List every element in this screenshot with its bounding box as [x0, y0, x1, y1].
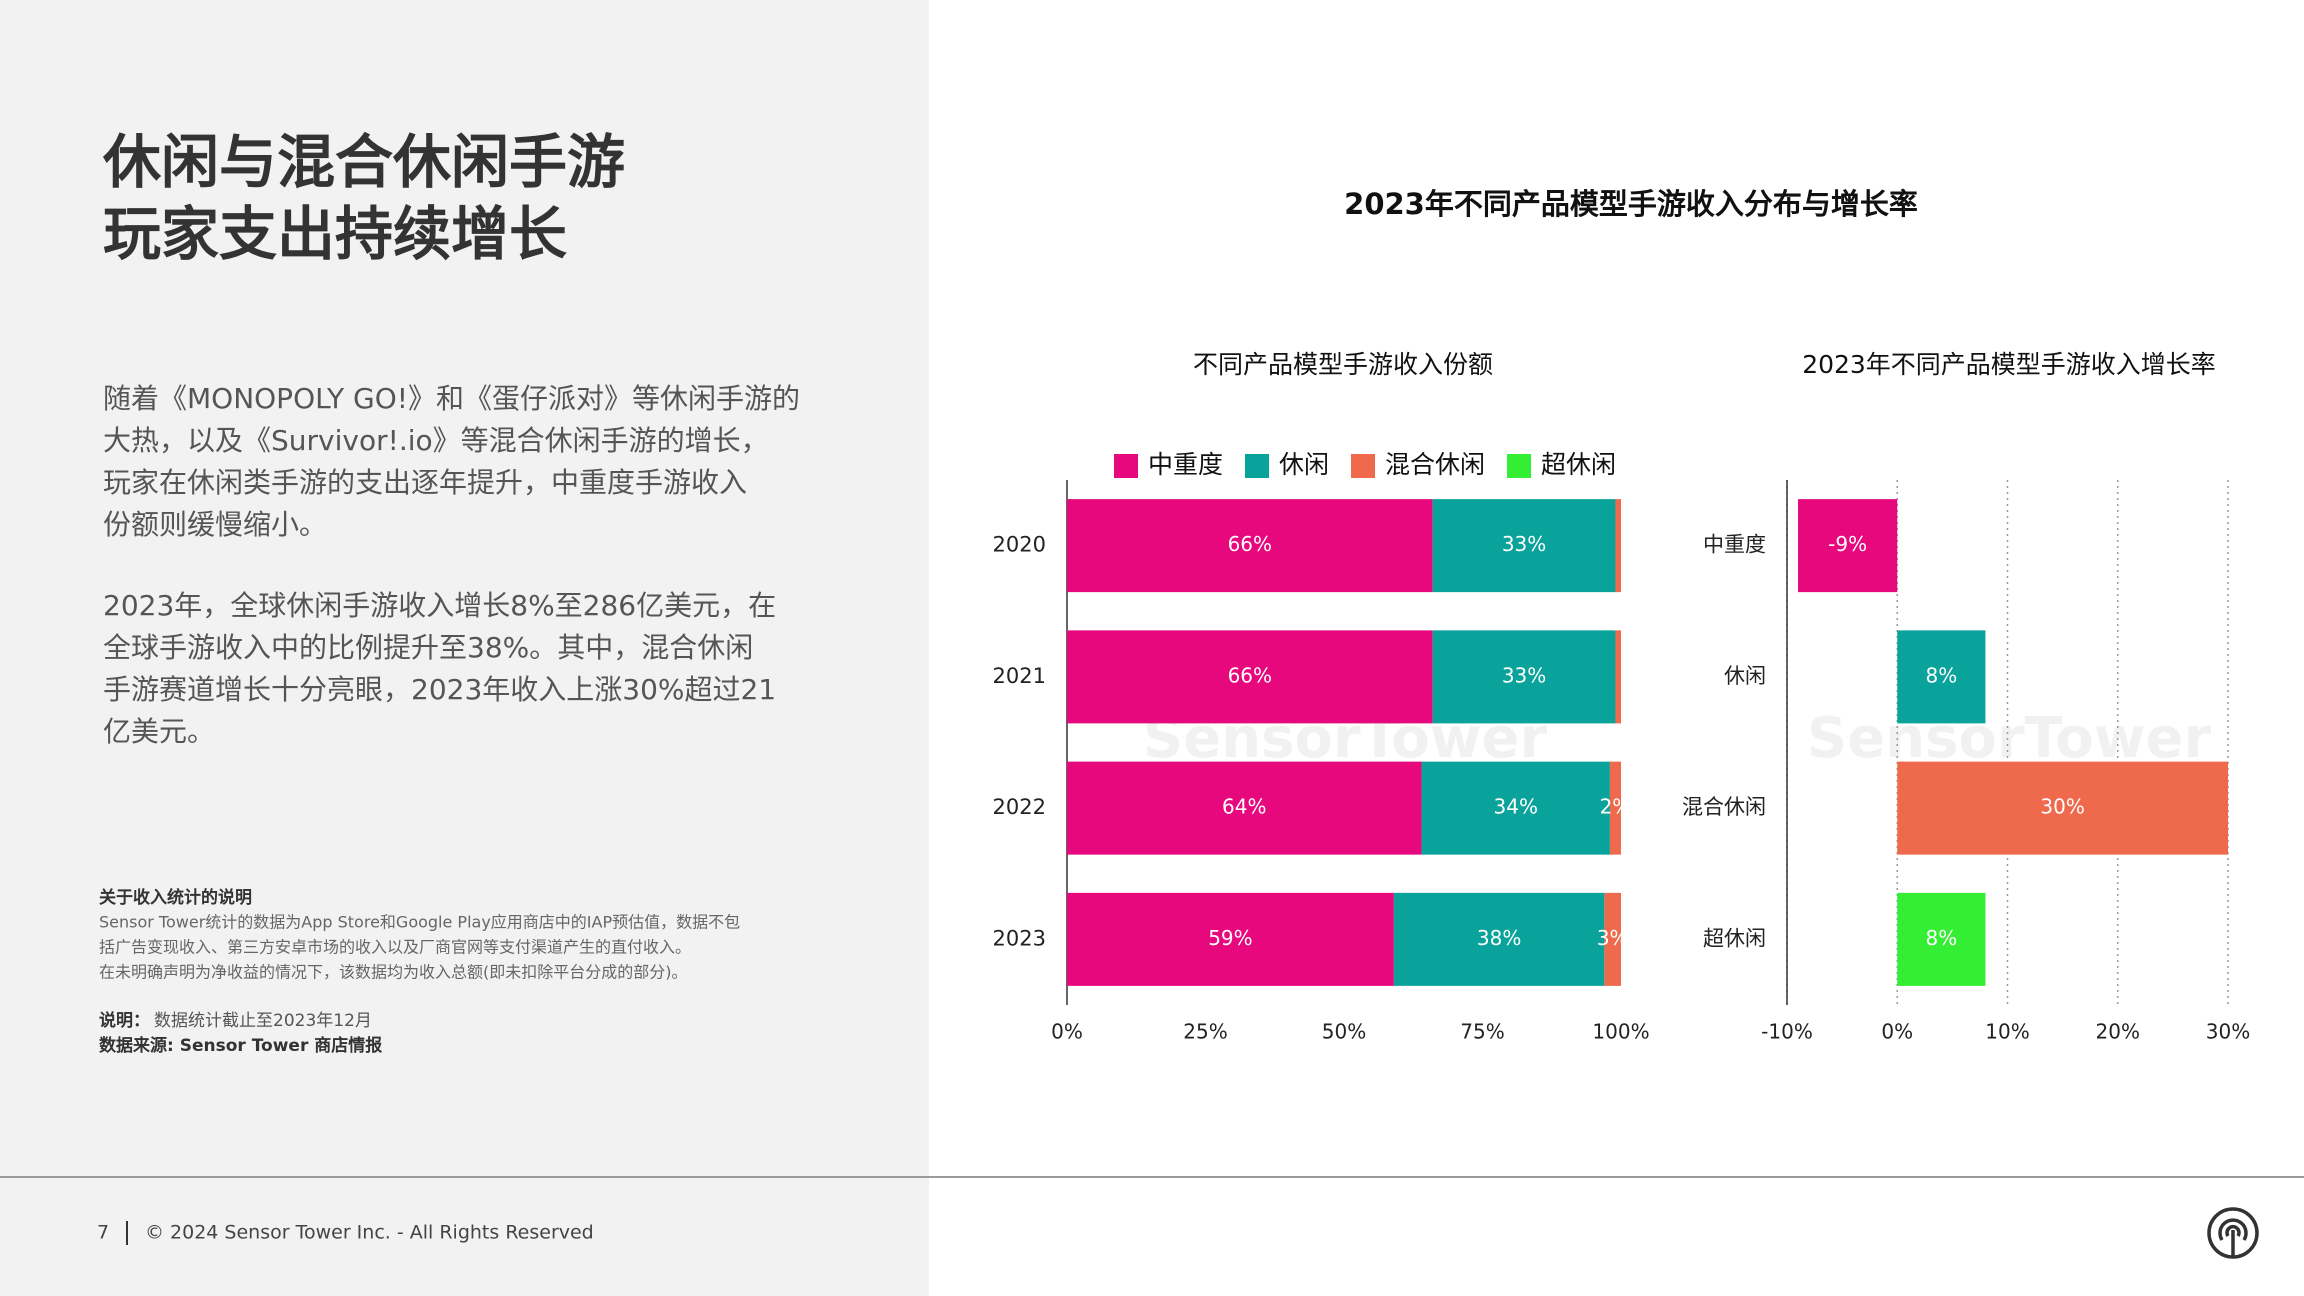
category-label: 2022 — [993, 795, 1046, 819]
bar-segment — [1067, 761, 1422, 855]
bar-segment — [1067, 892, 1394, 986]
paragraph-line: 全球手游收入中的比例提升至38%。其中，混合休闲 — [103, 631, 753, 664]
x-tick-label: 0% — [1051, 1020, 1083, 1044]
plot: 66% 33% 66% 33% 64% 34% 2% 59% 38% 3% — [1067, 499, 1632, 986]
value-label: 2% — [1600, 795, 1632, 819]
x-tick-label: 75% — [1460, 1020, 1504, 1044]
value-label: 30% — [2040, 795, 2084, 819]
value-label: 8% — [1925, 926, 1957, 950]
copyright: © 2024 Sensor Tower Inc. - All Rights Re… — [145, 1222, 594, 1244]
note-line: 括广告变现收入、第三方安卓市场的收入以及厂商官网等支付渠道产生的直付收入。 — [99, 938, 691, 957]
value-label: -9% — [1828, 532, 1867, 556]
x-tick-label: 30% — [2206, 1020, 2250, 1044]
value-label: 33% — [1502, 663, 1546, 687]
note-title: 关于收入统计的说明 — [99, 887, 252, 908]
x-tick-label: 50% — [1322, 1020, 1366, 1044]
x-tick-label: 25% — [1183, 1020, 1227, 1044]
value-label: 8% — [1925, 663, 1957, 687]
legend-label: 混合休闲 — [1385, 450, 1485, 479]
paragraph-line: 玩家在休闲类手游的支出逐年提升，中重度手游收入 — [103, 466, 747, 499]
category-label: 2021 — [993, 664, 1046, 688]
logo — [2207, 1207, 2259, 1259]
note-line: Sensor Tower统计的数据为App Store和Google Play应… — [99, 913, 740, 932]
value-label: 66% — [1228, 663, 1272, 687]
chart-subtitle: 不同产品模型手游收入份额 — [1193, 350, 1493, 379]
page-number: 7 — [97, 1222, 109, 1244]
category-label: 混合休闲 — [1682, 795, 1766, 819]
bar-segment — [1393, 892, 1605, 986]
paragraph-line: 2023年，全球休闲手游收入增长8%至286亿美元，在 — [103, 589, 776, 622]
date-label: 说明： — [99, 1010, 150, 1031]
paragraph-line: 大热，以及《Survivor!.io》等混合休闲手游的增长， — [103, 424, 769, 457]
paragraph-line: 亿美元。 — [103, 715, 215, 748]
bar-segment — [1067, 630, 1433, 724]
watermark: SensorTower — [1807, 706, 2212, 771]
value-label: 38% — [1477, 926, 1521, 950]
value-label: 64% — [1222, 795, 1266, 819]
legend-swatch — [1351, 454, 1376, 478]
bar-segment — [1615, 499, 1621, 593]
legend-swatch — [1507, 454, 1532, 478]
chart-subtitle: 2023年不同产品模型手游收入增长率 — [1802, 350, 2216, 379]
paragraph-line: 随着《MONOPOLY GO!》和《蛋仔派对》等休闲手游的 — [103, 382, 800, 415]
legend-label: 休闲 — [1279, 450, 1329, 479]
heading-line: 玩家支出持续增长 — [103, 200, 567, 268]
legend-label: 中重度 — [1148, 450, 1223, 479]
value-label: 3% — [1597, 926, 1629, 950]
source: 数据来源: Sensor Tower 商店情报 — [99, 1035, 382, 1056]
x-tick-label: 20% — [2096, 1020, 2140, 1044]
bar-segment — [1604, 892, 1621, 986]
paragraph-line: 份额则缓慢缩小。 — [103, 508, 327, 541]
legend-swatch — [1114, 454, 1138, 478]
date-text: 数据统计截止至2023年12月 — [154, 1011, 372, 1031]
bar — [1798, 499, 1898, 593]
bar-segment — [1432, 630, 1616, 724]
category-label: 休闲 — [1724, 664, 1766, 688]
bar — [1897, 761, 2228, 855]
value-label: 34% — [1494, 795, 1538, 819]
legend-label: 超休闲 — [1541, 450, 1616, 479]
category-label: 中重度 — [1703, 533, 1766, 557]
left-panel — [0, 0, 929, 1296]
bar-segment — [1432, 499, 1616, 593]
note-line: 在未明确声明为净收益的情况下，该数据均为收入总额(即未扣除平台分成的部分)。 — [99, 963, 688, 982]
figure-title: 2023年不同产品模型手游收入分布与增长率 — [1344, 187, 1918, 221]
bar-segment — [1067, 499, 1433, 593]
paragraph-line: 手游赛道增长十分亮眼，2023年收入上涨30%超过21 — [103, 673, 776, 706]
heading-line: 休闲与混合休闲手游 — [102, 128, 625, 196]
category-label: 2020 — [993, 533, 1046, 557]
value-label: 66% — [1228, 532, 1272, 556]
category-label: 超休闲 — [1703, 926, 1766, 950]
bar — [1897, 630, 1986, 724]
x-tick-label: 100% — [1592, 1020, 1649, 1044]
x-tick-label: 10% — [1985, 1020, 2029, 1044]
value-label: 59% — [1208, 926, 1252, 950]
x-tick-label: -10% — [1761, 1020, 1813, 1044]
bar — [1897, 892, 1986, 986]
bar-segment — [1615, 630, 1621, 724]
category-label: 2023 — [993, 926, 1046, 950]
x-tick-label: 0% — [1881, 1020, 1913, 1044]
value-label: 33% — [1502, 532, 1546, 556]
bar-segment — [1421, 761, 1610, 855]
legend-swatch — [1245, 454, 1270, 478]
bar-segment — [1609, 761, 1621, 855]
